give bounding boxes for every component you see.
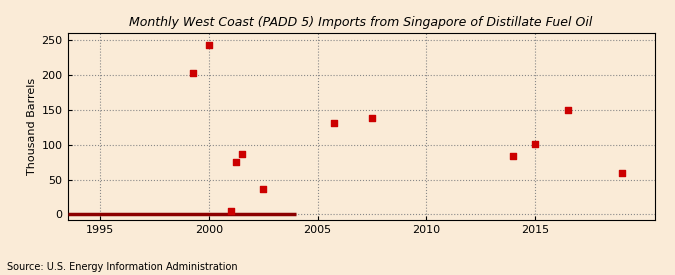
Point: [530, 142, 541, 146]
Point: [508, 154, 519, 158]
Title: Monthly West Coast (PADD 5) Imports from Singapore of Distillate Fuel Oil: Monthly West Coast (PADD 5) Imports from…: [130, 16, 593, 29]
Point: [231, 160, 242, 164]
Point: [562, 108, 573, 113]
Point: [258, 186, 269, 191]
Point: [367, 116, 377, 120]
Text: Source: U.S. Energy Information Administration: Source: U.S. Energy Information Administ…: [7, 262, 238, 272]
Point: [225, 209, 236, 213]
Point: [203, 43, 214, 47]
Y-axis label: Thousand Barrels: Thousand Barrels: [28, 78, 37, 175]
Point: [617, 170, 628, 175]
Point: [187, 71, 198, 75]
Point: [329, 121, 340, 125]
Point: [236, 152, 247, 156]
